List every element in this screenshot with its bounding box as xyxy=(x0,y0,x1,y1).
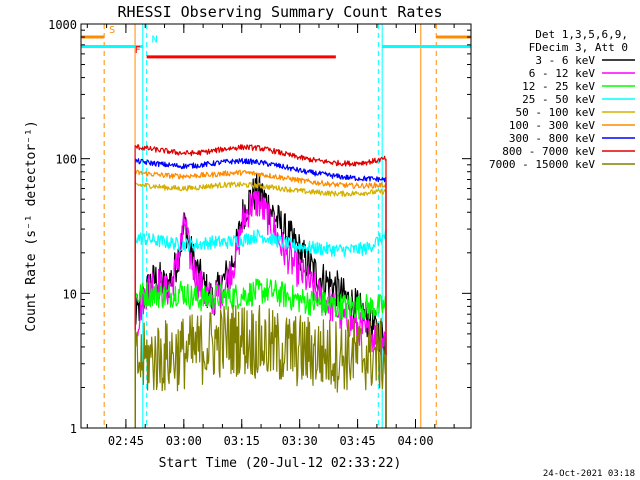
legend-label: 12 - 25 keV xyxy=(522,80,595,93)
legend-label: 3 - 6 keV xyxy=(535,54,595,67)
series-lines xyxy=(134,144,387,428)
y-tick-label: 10 xyxy=(63,287,77,301)
legend-label: 7000 - 15000 keV xyxy=(489,158,595,171)
state-markers: S NF xyxy=(81,24,471,428)
series-line-8 xyxy=(134,304,387,428)
plot-frame xyxy=(80,23,472,429)
chart-title: RHESSI Observing Summary Count Rates xyxy=(117,3,442,21)
legend-label: 6 - 12 keV xyxy=(529,67,596,80)
marker-s-label: S xyxy=(109,25,115,36)
x-tick-label: 04:00 xyxy=(397,434,433,448)
series-line-5 xyxy=(134,169,387,428)
series-line-3 xyxy=(134,229,387,428)
series-line-4 xyxy=(134,181,387,428)
footer-date: 24-Oct-2021 03:18 xyxy=(543,469,635,479)
legend: Det 1,3,5,6,9,FDecim 3, Att 03 - 6 keV6 … xyxy=(489,28,635,171)
legend-label: 300 - 800 keV xyxy=(509,132,595,145)
marker-f-label: F xyxy=(135,45,141,56)
y-tick-label: 1 xyxy=(70,422,77,436)
legend-label: 100 - 300 keV xyxy=(509,119,595,132)
axes: 1 10 100 1000 02:45 03:00 03:15 03:30 03:45 04:00 xyxy=(48,18,471,448)
legend-label: 50 - 100 keV xyxy=(516,106,596,119)
x-axis-label: Start Time (20-Jul-12 02:33:22) xyxy=(159,456,402,471)
series-line-6 xyxy=(134,157,387,428)
series-line-2 xyxy=(134,278,387,428)
series-line-7 xyxy=(134,144,387,428)
legend-label: 25 - 50 keV xyxy=(522,93,595,106)
legend-header-line: FDecim 3, Att 0 xyxy=(529,41,628,54)
y-tick-label: 1000 xyxy=(48,18,77,32)
series-line-1 xyxy=(134,190,387,428)
x-tick-label: 03:30 xyxy=(282,434,318,448)
x-tick-label: 03:15 xyxy=(224,434,260,448)
y-tick-label: 100 xyxy=(55,153,77,167)
legend-header-line: Det 1,3,5,6,9, xyxy=(535,28,628,41)
x-tick-label: 03:45 xyxy=(340,434,376,448)
x-tick-label: 03:00 xyxy=(166,434,202,448)
legend-label: 800 - 7000 keV xyxy=(502,145,595,158)
y-axis-label: Count Rate (s⁻¹ detector⁻¹) xyxy=(24,120,39,331)
marker-n-label: N xyxy=(152,35,158,46)
series-line-0 xyxy=(134,173,387,428)
x-tick-label: 02:45 xyxy=(108,434,144,448)
